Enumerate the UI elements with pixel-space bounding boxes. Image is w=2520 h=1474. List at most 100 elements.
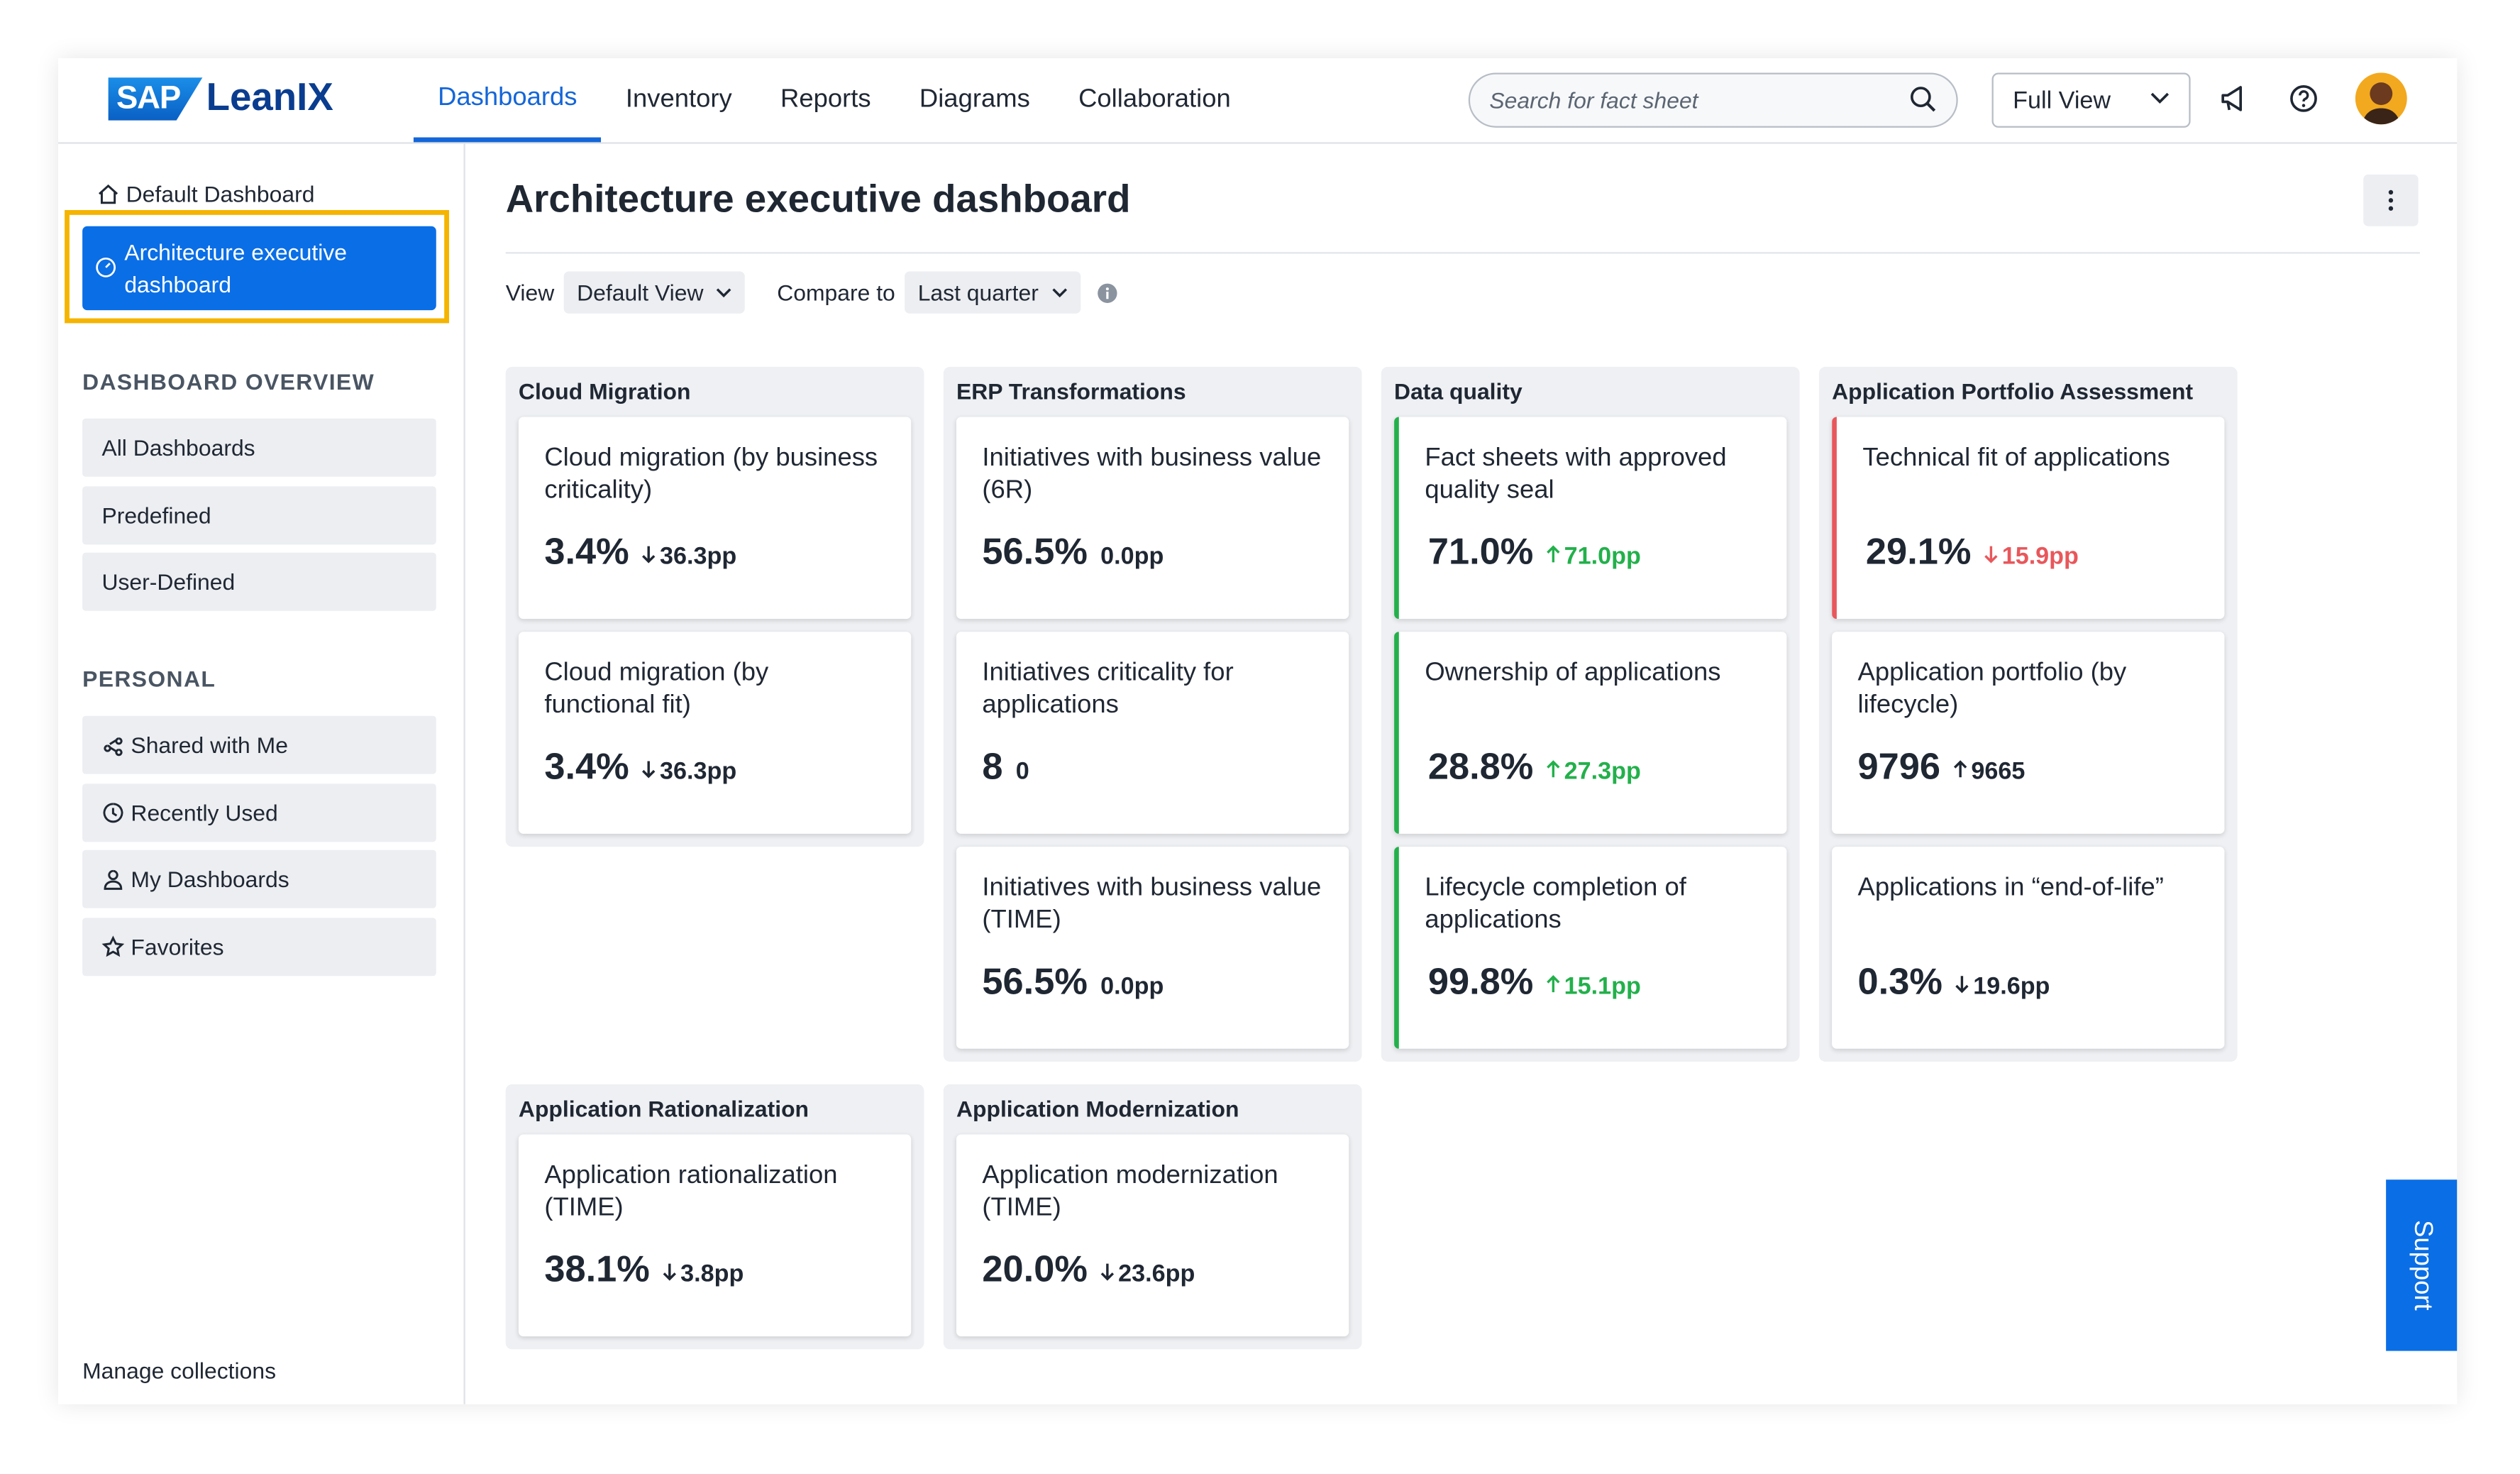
user-avatar[interactable] — [2355, 72, 2407, 125]
metric-delta: 23.6pp — [1100, 1260, 1195, 1288]
trend-arrow — [643, 761, 656, 779]
metric-card[interactable]: Applications in “end-of-life” 0.3% 19.6pp — [1832, 847, 2225, 1049]
metric-value: 71.0% — [1427, 529, 1534, 573]
sidebar-item[interactable]: Recently Used — [82, 783, 436, 842]
delta-text: 27.3pp — [1564, 757, 1641, 786]
highlight-frame — [65, 210, 450, 324]
dashboard-icon — [96, 257, 116, 277]
search-box[interactable]: Search for fact sheet — [1468, 72, 1958, 128]
metric-value: 99.8% — [1427, 959, 1534, 1002]
view-dropdown[interactable]: Default View — [563, 271, 746, 314]
metric-delta: 3.8pp — [663, 1260, 744, 1288]
section-heading: DASHBOARD OVERVIEW — [82, 368, 375, 395]
nav-item[interactable]: Dashboards — [413, 58, 602, 143]
nav-item[interactable]: Collaboration — [1078, 85, 1231, 114]
metric-delta: 0.0pp — [1100, 973, 1164, 1001]
metric-row: 3.4% 36.3pp — [544, 530, 736, 573]
compare-dropdown[interactable]: Last quarter — [905, 271, 1081, 314]
metric-card[interactable]: Technical fit of applications 29.1% 15.9pp — [1832, 417, 2225, 620]
chevron — [717, 287, 732, 297]
metric-card[interactable]: Cloud migration (by functional fit) 3.4% 3… — [518, 632, 912, 834]
metric-card[interactable]: Initiatives with business value (6R) 56.5… — [956, 417, 1349, 620]
metric-value: 9796 — [1857, 744, 1941, 787]
metric-title: Initiatives criticality for applications — [982, 659, 1234, 720]
info-icon[interactable] — [1097, 282, 1118, 303]
metric-value: 8 — [982, 744, 1003, 787]
more-menu[interactable] — [2363, 174, 2419, 226]
sidebar-item[interactable]: Shared with Me — [82, 715, 436, 774]
metric-delta: 19.6pp — [1955, 973, 2050, 1000]
metric-card[interactable]: Cloud migration (by business criticality… — [518, 417, 912, 620]
metric-value: 56.5% — [982, 529, 1088, 573]
metric-title: Initiatives with business value (TIME) — [982, 874, 1322, 935]
compare-value: Last quarter — [917, 279, 1039, 306]
group-title: Data quality — [1394, 378, 1522, 405]
nav-item[interactable]: Diagrams — [919, 85, 1030, 114]
metric-title: Lifecycle completion of applications — [1425, 874, 1686, 935]
metric-card[interactable]: Lifecycle completion of applications 99.8… — [1394, 847, 1787, 1049]
main-nav: Dashboards Inventory Reports Diagrams Collab… — [413, 58, 1255, 143]
compare-control: Compare to Last quarter — [777, 271, 1118, 314]
metric-card[interactable]: Application modernization (TIME) 20.0% 23.… — [956, 1134, 1349, 1337]
delta-text: 23.6pp — [1118, 1260, 1195, 1288]
sidebar-item[interactable]: User-Defined — [82, 552, 436, 611]
metric-card[interactable]: Initiatives criticality for applications… — [956, 632, 1349, 834]
sidebar-item[interactable]: Favorites — [82, 917, 436, 976]
nav-item[interactable]: Inventory — [625, 85, 732, 114]
metric-card[interactable]: Application portfolio (by lifecycle) 9796… — [1832, 632, 2225, 834]
metric-value: 0.3% — [1857, 959, 1942, 1002]
view-select[interactable]: Full View — [1991, 72, 2191, 128]
group-title: Application Modernization — [956, 1095, 1239, 1122]
metric-row: 56.5% 0.0pp — [982, 530, 1164, 573]
delta-text: 0.0pp — [1100, 972, 1164, 1001]
metric-row: 3.4% 36.3pp — [544, 745, 736, 788]
compare-label: Compare to — [777, 279, 895, 306]
view-control: View Default View — [506, 271, 746, 314]
metric-row: 38.1% 3.8pp — [544, 1248, 744, 1291]
metric-title: Applications in “end-of-life” — [1857, 874, 2164, 902]
help-icon[interactable] — [2287, 82, 2320, 115]
manage-collections-link[interactable]: Manage collections — [82, 1357, 277, 1384]
metric-value: 56.5% — [982, 959, 1088, 1002]
metric-card[interactable]: Initiatives with business value (TIME) 56… — [956, 847, 1349, 1049]
sidebar-item[interactable]: All Dashboards — [82, 418, 436, 477]
sidebar-item[interactable]: My Dashboards — [82, 849, 436, 908]
sidebar-item-text: Shared with Me — [131, 732, 288, 758]
metric-row: 56.5% 0.0pp — [982, 960, 1164, 1003]
metric-card[interactable]: Ownership of applications 28.8% 27.3pp — [1394, 632, 1787, 834]
metric-row: 71.0% 71.0pp — [1428, 530, 1641, 573]
section-heading: PERSONAL — [82, 666, 216, 692]
share-icon — [104, 737, 123, 757]
trend-arrow — [1956, 976, 1969, 994]
home-icon — [99, 184, 118, 204]
sidebar-item[interactable]: Predefined — [82, 485, 436, 544]
metric-title: Application modernization (TIME) — [982, 1162, 1278, 1222]
metric-card[interactable]: Fact sheets with approved quality seal 71… — [1394, 417, 1787, 620]
sidebar-item-text: Recently Used — [131, 798, 278, 825]
metric-row: 20.0% 23.6pp — [982, 1248, 1195, 1291]
metric-title: Ownership of applications — [1425, 659, 1721, 687]
group-title: Application Portfolio Assessment — [1832, 378, 2194, 405]
metric-title: Application portfolio (by lifecycle) — [1857, 659, 2127, 720]
metric-delta: 71.0pp — [1547, 543, 1641, 571]
metric-title: Technical fit of applications — [1862, 444, 2170, 472]
metric-delta: 36.3pp — [642, 758, 736, 786]
logo-sap: SAP — [108, 77, 204, 121]
support-tab[interactable]: Support — [2386, 1179, 2458, 1351]
metric-card[interactable]: Application rationalization (TIME) 38.1% 3… — [518, 1134, 912, 1337]
trend-arrow — [1954, 760, 1967, 778]
metric-title: Application rationalization (TIME) — [544, 1162, 838, 1222]
delta-text: 15.1pp — [1564, 972, 1641, 1001]
default-dashboard-link[interactable]: Default Dashboard — [97, 181, 315, 207]
tile-group: Application Rationalization Application r… — [505, 1084, 924, 1350]
sidebar: Default Dashboard Architecture executive… — [58, 143, 465, 1404]
metric-row: 9796 9665 — [1858, 745, 2026, 788]
sidebar-item-text: Favorites — [131, 933, 224, 959]
selected-dashboard[interactable]: Architecture executive dashboard — [82, 226, 436, 311]
logo[interactable]: SAP LeanIX — [108, 76, 333, 121]
metric-delta: 15.1pp — [1547, 972, 1641, 1001]
nav-item[interactable]: Reports — [780, 85, 871, 114]
announcements-icon[interactable] — [2218, 82, 2250, 115]
delta-text: 0 — [1015, 757, 1029, 786]
delta-text: 15.9pp — [2001, 543, 2079, 571]
